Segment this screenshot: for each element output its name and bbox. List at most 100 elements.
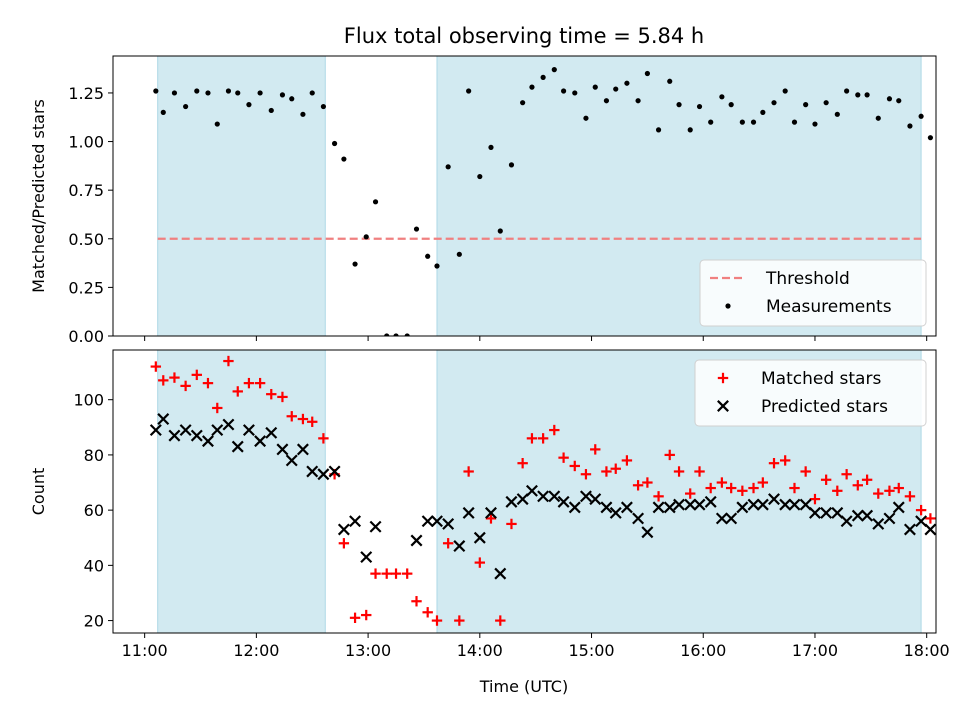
data-point (642, 477, 653, 488)
y-tick-label: 60 (84, 501, 104, 520)
data-point (242, 424, 255, 437)
data-point (201, 435, 214, 448)
y-axis-label: Matched/Predicted stars (29, 99, 48, 293)
data-point (694, 466, 705, 477)
y-tick-label: 100 (73, 391, 104, 410)
legend-label: Matched stars (761, 369, 881, 389)
data-point (557, 495, 570, 508)
data-point (306, 465, 319, 478)
data-point (939, 110, 944, 115)
data-point (834, 111, 840, 117)
data-point (352, 261, 358, 267)
data-point (852, 480, 863, 491)
data-point (410, 534, 423, 547)
data-point (768, 458, 780, 469)
data-point (317, 468, 330, 481)
data-point (243, 377, 255, 389)
data-point (183, 103, 189, 110)
data-point (799, 498, 812, 511)
data-point (719, 94, 725, 100)
data-point (404, 333, 410, 336)
data-point (820, 506, 833, 519)
data-point (568, 501, 581, 514)
data-point (861, 474, 873, 485)
shaded-interval-1 (157, 55, 326, 337)
data-point (548, 490, 561, 503)
legend-handle (717, 372, 729, 384)
x-tick-label: 14:00 (457, 641, 503, 660)
data-point (771, 100, 777, 106)
data-point (601, 466, 612, 477)
data-point (179, 424, 192, 437)
data-point (756, 498, 769, 511)
shaded-interval-1 (157, 349, 326, 634)
data-point (384, 333, 390, 336)
data-point (474, 557, 486, 568)
data-point (401, 568, 413, 579)
legend-box (694, 359, 927, 427)
data-point (896, 98, 902, 104)
data-point (257, 90, 263, 96)
data-point (307, 416, 318, 427)
data-point (779, 455, 791, 466)
data-point (653, 491, 664, 502)
data-point (915, 515, 928, 528)
data-point (708, 119, 714, 125)
data-point (268, 107, 274, 114)
y-tick-label: 20 (84, 612, 104, 631)
legend-handle (725, 303, 731, 309)
ratio-panel: 0.00 0.25 0.50 0.75 1.00 1.25 Matched/Predicte… (29, 55, 953, 346)
y-axis-label: Count (29, 468, 48, 516)
data-point (757, 477, 769, 488)
data-point (715, 512, 728, 525)
data-point (569, 460, 580, 472)
data-point (750, 119, 757, 125)
data-point (621, 455, 633, 466)
data-point (788, 498, 801, 511)
data-point (214, 121, 220, 127)
data-point (422, 607, 433, 618)
data-point (157, 413, 170, 426)
data-point (494, 567, 507, 580)
data-point (632, 512, 645, 525)
data-point (279, 92, 286, 98)
data-point (520, 100, 526, 106)
data-point (318, 433, 329, 444)
plot-frame (112, 55, 937, 337)
data-point (946, 519, 956, 529)
data-point (760, 109, 766, 115)
data-point (716, 477, 728, 488)
data-point (583, 115, 589, 121)
data-point (808, 506, 821, 519)
data-point (442, 538, 454, 549)
data-point (884, 485, 895, 497)
data-point (823, 100, 829, 106)
data-point (285, 454, 298, 467)
data-point (924, 523, 936, 536)
data-point (948, 120, 953, 125)
data-point (370, 568, 381, 579)
data-point (320, 103, 327, 110)
y-tick-label: 80 (84, 446, 104, 465)
data-point (456, 251, 462, 257)
data-point (561, 88, 567, 94)
data-point (603, 98, 610, 104)
data-point (791, 119, 798, 125)
data-point (473, 531, 486, 544)
data-point (222, 418, 235, 431)
data-point (737, 485, 748, 497)
y-tick-label: 40 (84, 556, 104, 575)
data-point (442, 517, 455, 530)
data-point (341, 156, 347, 162)
data-point (875, 115, 881, 121)
data-point (205, 90, 211, 96)
data-point (171, 90, 178, 96)
data-point (540, 74, 546, 80)
data-point (685, 488, 696, 499)
x-tick-label: 13:00 (345, 641, 391, 660)
data-point (211, 424, 224, 437)
data-point (421, 515, 434, 528)
data-point (168, 429, 181, 442)
data-point (704, 495, 717, 508)
data-point (864, 92, 870, 98)
